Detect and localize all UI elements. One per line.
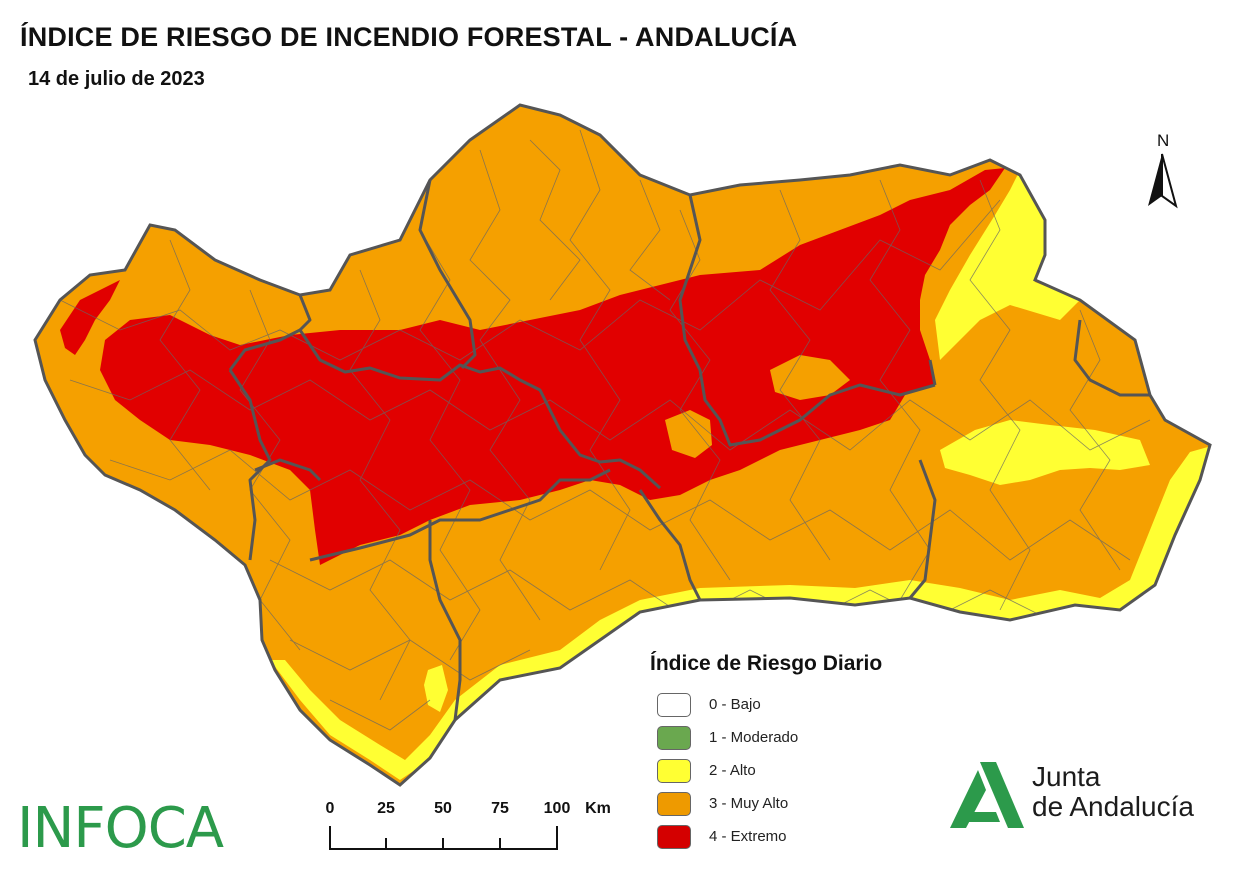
legend-label: 3 - Muy Alto [709,795,789,812]
legend-label: 2 - Alto [709,762,756,779]
scale-label-100: 100 [543,800,571,817]
scale-label-50: 50 [434,800,452,817]
legend-item-alto: 2 - Alto [650,754,950,787]
legend-title: Índice de Riesgo Diario [650,652,883,675]
municipal-borders [59,129,1151,731]
legend-label: 0 - Bajo [709,696,761,713]
junta-line-2: de Andalucía [1032,791,1194,822]
legend-label: 4 - Extremo [709,828,787,845]
scale-ruler [329,826,558,850]
alto-zone-coast [270,445,1210,780]
extremo-zone-west [60,280,120,355]
map-date: 14 de julio de 2023 [28,68,205,90]
legend-item-bajo: 0 - Bajo [650,688,950,721]
alto-zone-almeria [940,420,1150,485]
junta-andalucia-logo-icon [950,762,1024,828]
junta-andalucia-logo-text: Junta de Andalucía [1032,762,1194,822]
north-letter: N [1157,131,1170,150]
legend-swatch [657,824,691,849]
legend-swatch [657,758,691,783]
provincial-borders [228,179,1150,721]
map-title: ÍNDICE DE RIESGO DE INCENDIO FORESTAL - … [20,22,798,52]
north-arrow-icon [1148,153,1178,209]
legend-label: 1 - Moderado [709,729,799,746]
junta-line-1: Junta [1032,761,1101,792]
legend-item-extremo: 4 - Extremo [650,820,950,853]
scale-label-25: 25 [377,800,395,817]
scale-label-75: 75 [491,800,509,817]
legend-swatch [657,725,691,750]
muy-alto-island [665,410,712,458]
scale-unit: Km [585,800,611,817]
muy-alto-island-2 [770,355,850,400]
scale-bar: 0 25 50 75 100 Km [320,800,640,860]
scale-label-0: 0 [325,800,335,817]
legend-swatch [657,791,691,816]
legend: Índice de Riesgo Diario 0 - Bajo 1 - Mod… [650,652,950,853]
legend-swatch [657,692,691,717]
infoca-logo: INFOCA [17,796,224,861]
extremo-zone [100,168,1005,565]
legend-item-moderado: 1 - Moderado [650,721,950,754]
legend-item-muy-alto: 3 - Muy Alto [650,787,950,820]
